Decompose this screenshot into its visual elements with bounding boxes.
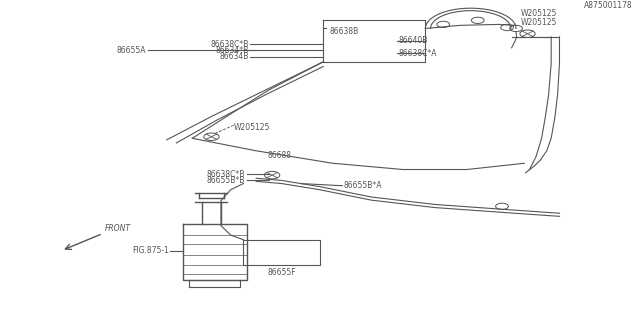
Text: 86655A: 86655A <box>116 46 147 55</box>
Text: A875001178: A875001178 <box>584 1 633 10</box>
Text: 86634*B: 86634*B <box>215 46 248 55</box>
Text: 86634B: 86634B <box>219 52 248 61</box>
Text: W205125: W205125 <box>521 18 557 27</box>
Text: 86655B*A: 86655B*A <box>344 181 382 190</box>
Text: FRONT: FRONT <box>105 224 131 233</box>
Text: 86655F: 86655F <box>268 268 296 277</box>
Text: 86638C*B: 86638C*B <box>210 40 248 49</box>
Text: 86638C*A: 86638C*A <box>399 49 437 58</box>
Text: W205125: W205125 <box>521 9 557 18</box>
Text: 86638C*B: 86638C*B <box>207 170 245 179</box>
Text: 86688: 86688 <box>268 151 292 160</box>
Text: 86655B*B: 86655B*B <box>207 176 245 185</box>
Text: W205125: W205125 <box>234 123 270 132</box>
Text: FIG.875-1: FIG.875-1 <box>132 246 169 255</box>
Text: 86640B: 86640B <box>399 36 428 45</box>
Text: 86638B: 86638B <box>330 27 359 36</box>
